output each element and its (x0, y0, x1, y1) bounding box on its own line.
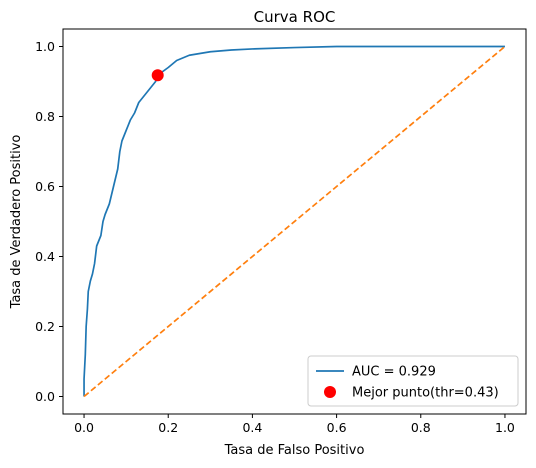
y-tick-label: 0.6 (35, 179, 55, 194)
y-tick-label: 0.8 (35, 109, 55, 124)
x-tick-label: 0.4 (242, 420, 262, 435)
x-tick-label: 0.0 (74, 420, 94, 435)
legend: AUC = 0.929 Mejor punto(thr=0.43) (307, 355, 519, 407)
series-layer (83, 45, 506, 398)
legend-label-auc: AUC = 0.929 (352, 365, 436, 380)
legend-swatch-best-point (324, 386, 336, 398)
legend-box (307, 355, 519, 407)
y-tick-label: 0.4 (35, 249, 55, 264)
x-axis-label: Tasa de Falso Positivo (224, 443, 365, 458)
roc-curve-line (83, 45, 505, 397)
x-tick-label: 0.8 (411, 420, 431, 435)
x-tick-label: 1.0 (495, 420, 515, 435)
best-point-marker (151, 69, 164, 82)
plot-frame (62, 28, 527, 415)
legend-label-best-point: Mejor punto(thr=0.43) (352, 386, 499, 401)
random-classifier-diagonal (83, 45, 506, 398)
y-tick-label: 0.2 (35, 319, 55, 334)
y-tick-label: 1.0 (35, 39, 55, 54)
axis-ticks: 0.0 0.2 0.4 0.6 0.8 1.0 0.0 0.2 0.4 0.6 0.8 1.0 (35, 39, 515, 435)
chart-title: Curva ROC (254, 8, 336, 26)
y-tick-label: 0.0 (35, 389, 55, 404)
x-tick-label: 0.6 (327, 420, 347, 435)
x-tick-label: 0.2 (158, 420, 178, 435)
y-axis-label: Tasa de Verdadero Positivo (9, 135, 24, 310)
